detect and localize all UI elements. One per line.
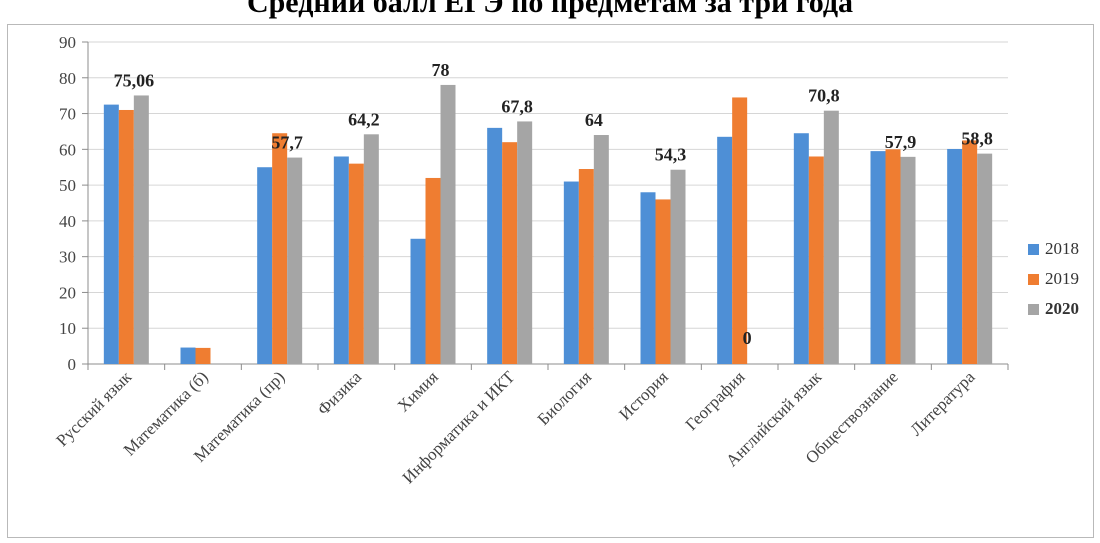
- data-labels-layer: 75,06 57,7 64,2 78 67,8 64 54,3 0 70,8 57,9 58,8: [114, 60, 993, 348]
- y-tick-label: 80: [59, 69, 76, 88]
- bar-2018: [333, 156, 349, 364]
- y-tick-label: 10: [59, 319, 76, 338]
- data-label: 67,8: [501, 96, 533, 116]
- bar-2020: [900, 156, 916, 364]
- y-tick-label: 90: [59, 33, 76, 52]
- bar-2018: [793, 133, 809, 364]
- legend-label-2019: 2019: [1045, 269, 1079, 288]
- legend-label-2020: 2020: [1045, 299, 1079, 318]
- data-label: 70,8: [808, 86, 840, 106]
- chart-frame: [7, 24, 1094, 538]
- bar-2020: [517, 121, 533, 364]
- bar-2018: [103, 104, 119, 364]
- ticks-layer: 0 10 20 30 40 50 60 70 80 90: [59, 33, 76, 374]
- y-tick-label: 30: [59, 248, 76, 267]
- legend-item-2019: 2019: [1028, 264, 1079, 294]
- data-label: 64,2: [348, 109, 380, 129]
- bar-2020: [133, 95, 149, 365]
- x-category-label: Русский язык: [52, 367, 135, 450]
- data-label: 54,3: [655, 145, 687, 165]
- bar-2018: [717, 136, 733, 364]
- legend: 2018 2019 2020: [1028, 234, 1079, 324]
- legend-swatch-2020: [1028, 303, 1039, 315]
- x-category-label: География: [682, 367, 749, 434]
- bar-2019: [732, 97, 748, 364]
- bar-2020: [593, 135, 609, 364]
- bar-2018: [640, 192, 656, 364]
- data-label: 75,06: [114, 70, 155, 90]
- legend-swatch-2019: [1028, 273, 1039, 285]
- x-category-label: Биология: [534, 367, 596, 429]
- bar-2019: [195, 347, 211, 364]
- bar-2019: [502, 142, 518, 364]
- bar-2019: [962, 140, 978, 364]
- y-tick-label: 40: [59, 212, 76, 231]
- data-label: 58,8: [961, 129, 993, 149]
- bar-2018: [870, 151, 886, 364]
- bar-2018: [410, 238, 426, 364]
- x-category-label: Физика: [314, 367, 366, 419]
- bar-2018: [487, 127, 503, 364]
- x-category-label: Химия: [394, 367, 442, 415]
- data-label: 78: [432, 60, 450, 80]
- bars-layer: [103, 84, 993, 365]
- y-tick-label: 0: [68, 355, 77, 374]
- bar-2019: [272, 133, 288, 364]
- data-label: 64: [585, 110, 603, 130]
- legend-label-2018: 2018: [1045, 239, 1079, 258]
- bar-2018: [180, 347, 196, 364]
- bar-2020: [363, 134, 379, 364]
- y-tick-label: 70: [59, 105, 76, 124]
- bar-2018: [947, 148, 963, 364]
- bar-2019: [348, 163, 364, 364]
- bar-2019: [885, 149, 901, 364]
- bar-2020: [440, 84, 456, 364]
- bar-2020: [977, 153, 993, 364]
- y-tick-label: 20: [59, 283, 76, 302]
- bar-2018: [563, 181, 579, 364]
- x-category-label: Литература: [906, 367, 978, 439]
- bar-2019: [655, 199, 671, 364]
- bar-2018: [257, 167, 273, 364]
- bar-2019: [118, 109, 134, 364]
- data-label: 57,9: [885, 132, 917, 152]
- legend-swatch-2018: [1028, 243, 1039, 255]
- x-category-label: История: [615, 367, 672, 424]
- y-tick-label: 60: [59, 140, 76, 159]
- legend-item-2020: 2020: [1028, 294, 1079, 324]
- chart-title: Средний балл ЕГЭ по предметам за три год…: [246, 0, 854, 19]
- bar-2019: [425, 177, 441, 364]
- legend-item-2018: 2018: [1028, 234, 1079, 264]
- data-label: 57,7: [271, 133, 303, 153]
- bar-2020: [823, 110, 839, 365]
- bar-2020: [670, 169, 686, 364]
- y-tick-label: 50: [59, 176, 76, 195]
- bar-2019: [578, 169, 594, 364]
- bar-2020: [287, 157, 303, 364]
- bar-2019: [808, 156, 824, 364]
- grid-layer: [82, 41, 1009, 370]
- data-label: 0: [743, 328, 752, 348]
